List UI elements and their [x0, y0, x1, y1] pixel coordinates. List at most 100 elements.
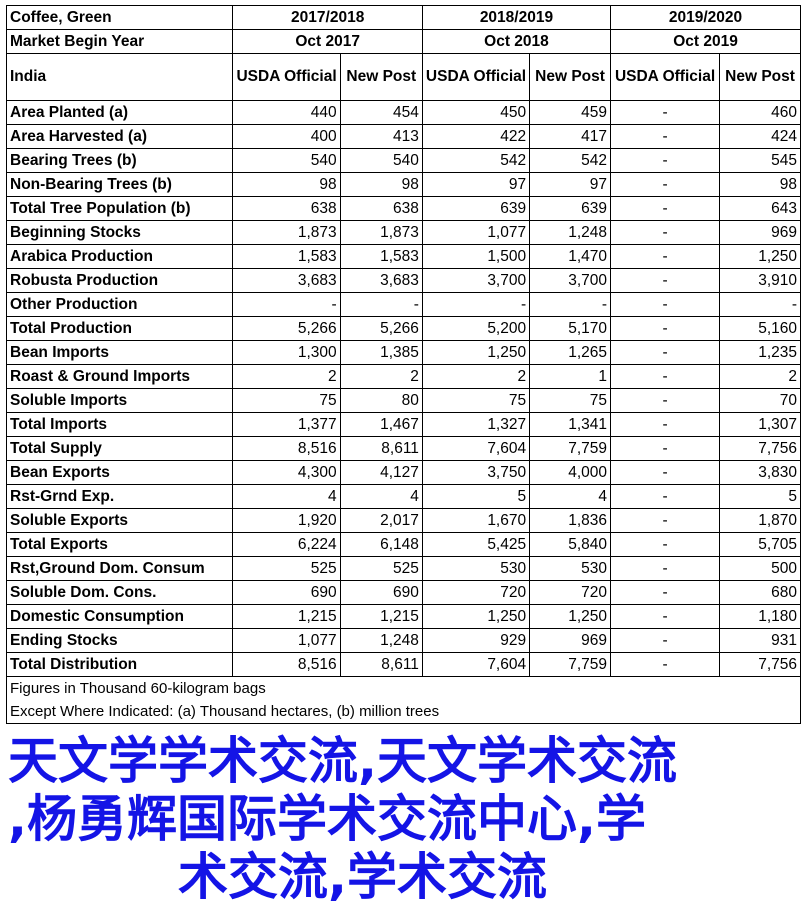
row-label: Other Production [5, 292, 234, 317]
row-label: Arabica Production [5, 244, 234, 269]
row-value: 4 [339, 484, 423, 509]
row-value: 413 [339, 124, 423, 149]
market-year: Oct 2017 [232, 29, 423, 54]
row-value: 424 [719, 124, 801, 149]
row-value: 8,516 [232, 436, 341, 461]
row-value: 1,300 [232, 340, 341, 365]
row-value: 690 [232, 580, 341, 605]
col-usda: USDA Official [421, 53, 531, 101]
table-row: Ending Stocks 1,077 1,248 929 969-931 [5, 628, 801, 653]
row-value: 98 [232, 172, 341, 197]
row-label: Beginning Stocks [5, 220, 234, 245]
row-value: - [610, 292, 721, 317]
footnote: Figures in Thousand 60-kilogram bags [6, 676, 801, 700]
row-value: 80 [339, 388, 423, 413]
row-value: 530 [421, 556, 531, 581]
row-value: - [529, 292, 612, 317]
row-value: 2 [719, 364, 801, 389]
row-label: Robusta Production [5, 268, 234, 293]
row-value: 542 [421, 148, 531, 173]
country-label: India [5, 53, 234, 101]
row-label: Soluble Imports [5, 388, 234, 413]
row-value: 1,250 [421, 604, 531, 629]
row-value: 525 [339, 556, 423, 581]
row-value: - [610, 124, 721, 149]
table-row: Beginning Stocks 1,873 1,873 1,077 1,248-969 [5, 220, 801, 245]
table-row: Roast & Ground Imports 2 2 2 1-2 [5, 364, 801, 389]
row-value: 98 [719, 172, 801, 197]
row-value: 540 [232, 148, 341, 173]
table-row: Total Production 5,266 5,266 5,200 5,170-5,1… [5, 316, 801, 341]
row-value: 7,756 [719, 436, 801, 461]
table-row: Bean Imports 1,300 1,385 1,250 1,265-1,235 [5, 340, 801, 365]
row-value: 440 [232, 100, 341, 125]
commodity-label: Coffee, Green [5, 5, 234, 30]
table-row: Arabica Production 1,583 1,583 1,500 1,470-1… [5, 244, 801, 269]
coffee-data-table: Coffee, Green 2017/2018 2018/2019 2019/2… [5, 5, 801, 724]
table-row: Area Harvested (a) 400 413 422 417-424 [5, 124, 801, 149]
table-row: Non-Bearing Trees (b) 98 98 97 97-98 [5, 172, 801, 197]
row-label: Total Supply [5, 436, 234, 461]
table-row: Rst-Grnd Exp. 4 4 5 4-5 [5, 484, 801, 509]
table-row: Total Imports 1,377 1,467 1,327 1,341-1,307 [5, 412, 801, 437]
row-value: - [232, 292, 341, 317]
table-wrapper: Coffee, Green 2017/2018 2018/2019 2019/2… [5, 5, 801, 724]
row-value: 720 [529, 580, 612, 605]
row-value: 7,604 [421, 436, 531, 461]
row-value: 70 [719, 388, 801, 413]
row-value: 1,583 [232, 244, 341, 269]
row-value: 500 [719, 556, 801, 581]
row-value: 540 [339, 148, 423, 173]
row-value: 969 [719, 220, 801, 245]
row-value: 1,467 [339, 412, 423, 437]
col-usda: USDA Official [232, 53, 341, 101]
row-value: 1,583 [339, 244, 423, 269]
table-row: Area Planted (a) 440 454 450 459-460 [5, 100, 801, 125]
row-value: 5,200 [421, 316, 531, 341]
row-label: Area Planted (a) [5, 100, 234, 125]
col-post: New Post [719, 53, 801, 101]
row-value: 545 [719, 148, 801, 173]
row-value: - [610, 340, 721, 365]
row-value: 530 [529, 556, 612, 581]
row-label: Total Imports [5, 412, 234, 437]
row-value: - [610, 580, 721, 605]
row-value: 450 [421, 100, 531, 125]
row-value: 2,017 [339, 508, 423, 533]
row-value: - [610, 172, 721, 197]
row-value: 690 [339, 580, 423, 605]
row-value: 8,516 [232, 652, 341, 677]
row-value: - [610, 388, 721, 413]
table-row: Bearing Trees (b) 540 540 542 542-545 [5, 148, 801, 173]
row-value: 1,215 [232, 604, 341, 629]
row-value: 931 [719, 628, 801, 653]
row-value: 1 [529, 364, 612, 389]
row-value: 4 [232, 484, 341, 509]
row-value: - [610, 100, 721, 125]
row-value: 1,265 [529, 340, 612, 365]
year-header: 2017/2018 [232, 5, 423, 30]
row-value: 1,670 [421, 508, 531, 533]
row-value: 1,920 [232, 508, 341, 533]
row-value: 1,470 [529, 244, 612, 269]
row-value: 97 [529, 172, 612, 197]
row-label: Domestic Consumption [5, 604, 234, 629]
row-value: 75 [529, 388, 612, 413]
row-value: 1,250 [529, 604, 612, 629]
row-value: 5,840 [529, 532, 612, 557]
market-year: Oct 2019 [610, 29, 801, 54]
row-label: Total Exports [5, 532, 234, 557]
row-value: 75 [232, 388, 341, 413]
row-value: 2 [339, 364, 423, 389]
row-value: 680 [719, 580, 801, 605]
row-label: Roast & Ground Imports [5, 364, 234, 389]
row-value: 3,750 [421, 460, 531, 485]
row-value: 643 [719, 196, 801, 221]
row-value: 8,611 [339, 652, 423, 677]
table-row: Total Distribution 8,516 8,611 7,604 7,759-7… [5, 652, 801, 677]
row-value: 525 [232, 556, 341, 581]
row-value: 8,611 [339, 436, 423, 461]
row-value: - [610, 244, 721, 269]
row-value: 98 [339, 172, 423, 197]
row-label: Bean Exports [5, 460, 234, 485]
